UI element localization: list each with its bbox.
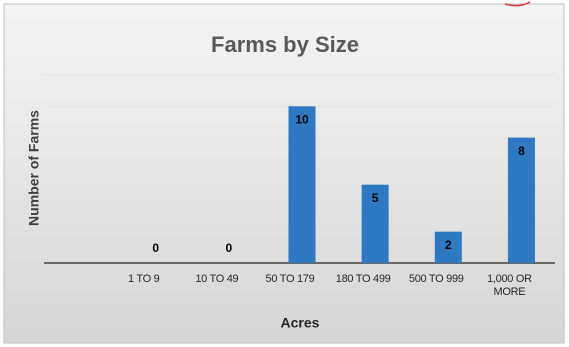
chart-title: Farms by Size	[211, 32, 359, 57]
data-label: 8	[518, 144, 525, 158]
x-tick-label: 1,000 OR MORE	[487, 273, 532, 298]
x-tick-label: 1 TO 9	[127, 273, 160, 285]
data-label: 5	[372, 191, 379, 205]
bar	[507, 137, 535, 263]
data-label: 0	[226, 241, 233, 255]
bar	[434, 231, 462, 263]
data-label: 10	[295, 113, 309, 127]
bar	[361, 184, 389, 263]
x-tick-label: 180 TO 499	[335, 273, 391, 285]
chart-background	[3, 3, 565, 344]
x-tick-label: 500 TO 999	[408, 273, 464, 285]
bar	[288, 106, 316, 263]
data-label: 0	[152, 241, 159, 255]
red-annotation-stroke	[504, 1, 531, 7]
x-axis-label: Acres	[281, 315, 320, 331]
x-tick-label: 10 TO 49	[195, 273, 239, 285]
x-tick-label: 50 TO 179	[265, 273, 315, 285]
y-axis-label: Number of Farms	[26, 110, 42, 226]
data-label: 2	[445, 238, 452, 252]
